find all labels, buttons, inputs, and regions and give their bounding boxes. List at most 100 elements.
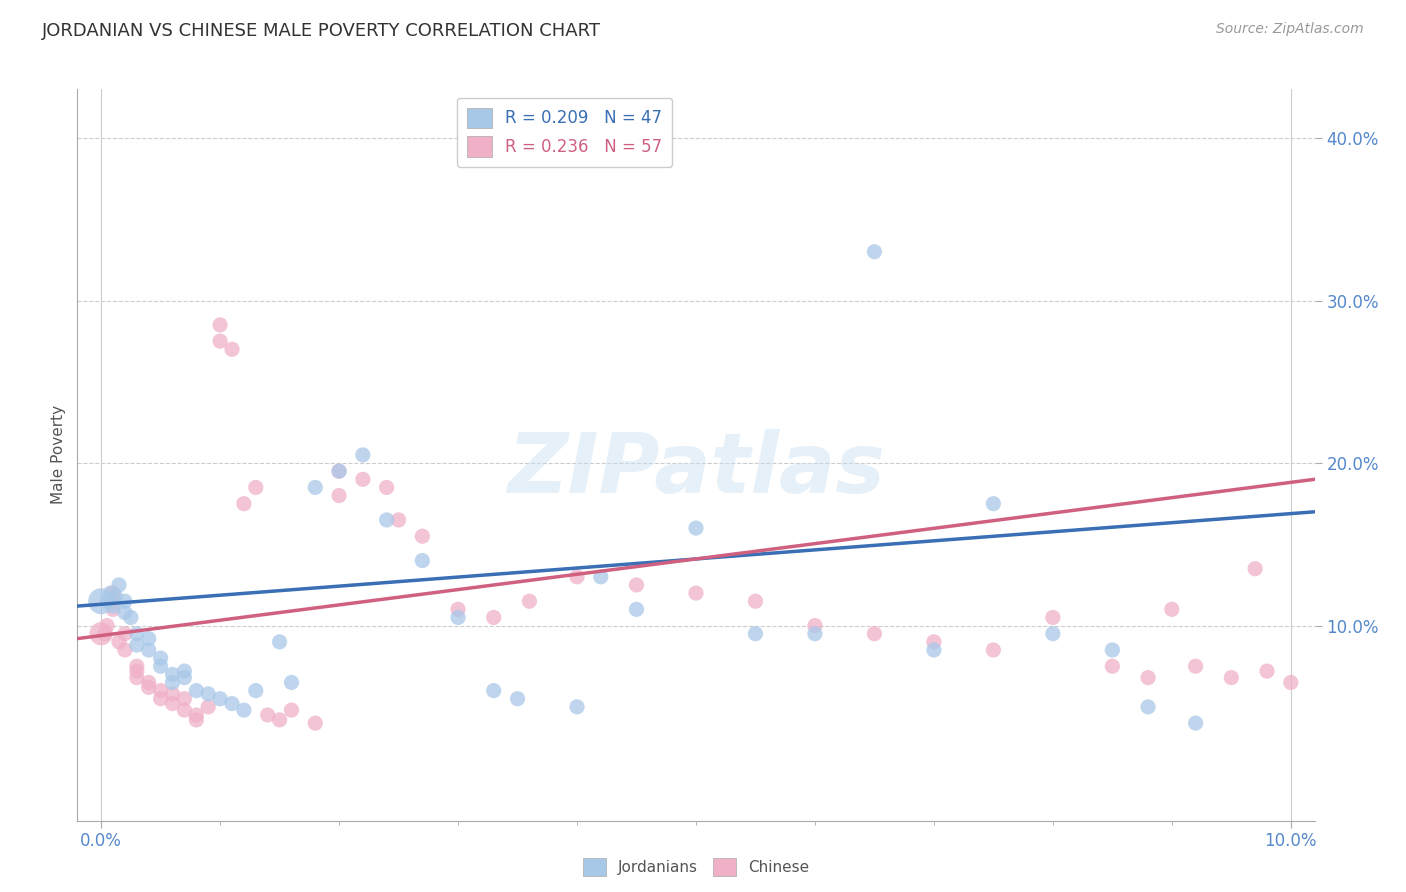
Point bbox=[114, 594, 136, 608]
Point bbox=[173, 703, 195, 717]
Point bbox=[93, 626, 115, 640]
Point bbox=[983, 497, 1005, 511]
Point bbox=[304, 480, 326, 494]
Point bbox=[100, 594, 122, 608]
Point bbox=[1160, 602, 1182, 616]
Point bbox=[411, 529, 433, 543]
Point bbox=[863, 244, 886, 259]
Point bbox=[114, 626, 136, 640]
Point bbox=[209, 318, 232, 332]
Point bbox=[149, 659, 172, 673]
Point bbox=[922, 643, 945, 657]
Point bbox=[197, 687, 219, 701]
Point bbox=[626, 578, 648, 592]
Point bbox=[186, 708, 208, 723]
Point bbox=[744, 626, 766, 640]
Point bbox=[482, 683, 505, 698]
Point bbox=[125, 659, 148, 673]
Point bbox=[1279, 675, 1302, 690]
Point bbox=[162, 675, 184, 690]
Point bbox=[90, 594, 112, 608]
Point bbox=[411, 553, 433, 567]
Point bbox=[1137, 671, 1160, 685]
Point bbox=[162, 687, 184, 701]
Point bbox=[221, 343, 243, 357]
Point bbox=[1101, 643, 1123, 657]
Point bbox=[1042, 626, 1064, 640]
Point bbox=[101, 602, 124, 616]
Point bbox=[328, 489, 350, 503]
Point bbox=[519, 594, 541, 608]
Point bbox=[506, 691, 529, 706]
Point bbox=[626, 602, 648, 616]
Point bbox=[565, 699, 588, 714]
Point bbox=[1101, 659, 1123, 673]
Point bbox=[387, 513, 409, 527]
Point bbox=[209, 691, 232, 706]
Point bbox=[125, 671, 148, 685]
Point bbox=[447, 610, 470, 624]
Point bbox=[269, 635, 291, 649]
Point bbox=[565, 570, 588, 584]
Point bbox=[173, 671, 195, 685]
Point bbox=[221, 697, 243, 711]
Point bbox=[983, 643, 1005, 657]
Point bbox=[328, 464, 350, 478]
Point bbox=[1137, 699, 1160, 714]
Point bbox=[447, 602, 470, 616]
Point bbox=[922, 635, 945, 649]
Point bbox=[744, 594, 766, 608]
Point bbox=[162, 667, 184, 681]
Point bbox=[138, 632, 160, 646]
Point bbox=[149, 651, 172, 665]
Point bbox=[197, 699, 219, 714]
Point bbox=[232, 703, 254, 717]
Text: Source: ZipAtlas.com: Source: ZipAtlas.com bbox=[1216, 22, 1364, 37]
Point bbox=[1184, 659, 1206, 673]
Point bbox=[804, 626, 827, 640]
Point bbox=[232, 497, 254, 511]
Point bbox=[114, 606, 136, 620]
Point bbox=[1184, 716, 1206, 731]
Point bbox=[209, 334, 232, 348]
Point bbox=[186, 683, 208, 698]
Point bbox=[685, 586, 707, 600]
Point bbox=[125, 638, 148, 652]
Point bbox=[269, 713, 291, 727]
Point bbox=[352, 448, 374, 462]
Point bbox=[149, 683, 172, 698]
Point bbox=[685, 521, 707, 535]
Point bbox=[96, 594, 118, 608]
Point bbox=[1220, 671, 1243, 685]
Point bbox=[1042, 610, 1064, 624]
Point bbox=[304, 716, 326, 731]
Point bbox=[100, 586, 122, 600]
Point bbox=[101, 586, 124, 600]
Point bbox=[162, 697, 184, 711]
Point bbox=[375, 513, 398, 527]
Point bbox=[138, 643, 160, 657]
Point bbox=[328, 464, 350, 478]
Point bbox=[1244, 562, 1267, 576]
Point bbox=[482, 610, 505, 624]
Point bbox=[1256, 664, 1278, 678]
Point bbox=[245, 683, 267, 698]
Point bbox=[125, 626, 148, 640]
Point bbox=[104, 590, 127, 604]
Point bbox=[804, 618, 827, 632]
Point bbox=[149, 691, 172, 706]
Point bbox=[863, 626, 886, 640]
Legend: Jordanians, Chinese: Jordanians, Chinese bbox=[576, 852, 815, 882]
Point bbox=[114, 643, 136, 657]
Point bbox=[256, 708, 278, 723]
Point bbox=[138, 681, 160, 695]
Point bbox=[101, 599, 124, 613]
Point bbox=[138, 675, 160, 690]
Text: ZIPatlas: ZIPatlas bbox=[508, 429, 884, 510]
Point bbox=[375, 480, 398, 494]
Point bbox=[108, 578, 131, 592]
Point bbox=[186, 713, 208, 727]
Point bbox=[280, 703, 302, 717]
Point bbox=[90, 626, 112, 640]
Point bbox=[108, 635, 131, 649]
